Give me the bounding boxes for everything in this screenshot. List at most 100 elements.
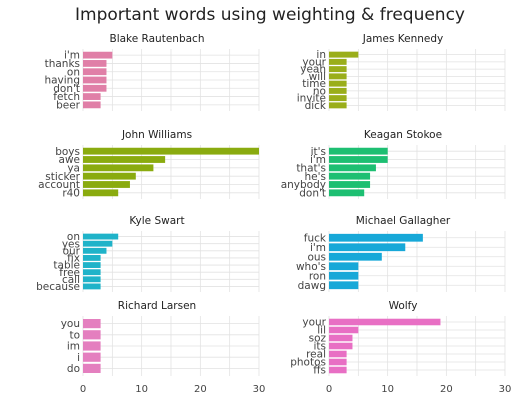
bar-john-williams-sticker bbox=[83, 172, 136, 180]
panel-title: Richard Larsen bbox=[118, 300, 196, 312]
bar-kyle-swart-our bbox=[83, 247, 107, 254]
bar-michael-gallagher-who-s bbox=[329, 262, 359, 271]
bar-james-kennedy-in bbox=[329, 51, 359, 58]
bar-blake-rautenbach-beer bbox=[83, 101, 101, 109]
category-label: ron bbox=[309, 270, 326, 282]
bar-james-kennedy-no bbox=[329, 87, 347, 94]
panel-keagan-stokoe: Keagan Stokoe it'si'mthat'she'sanybodydon… bbox=[281, 129, 506, 199]
category-label: account bbox=[38, 179, 80, 191]
x-tick-label: 20 bbox=[194, 384, 207, 395]
category-label: fix bbox=[67, 253, 80, 265]
bar-kyle-swart-call bbox=[83, 276, 101, 283]
category-label: ffs bbox=[313, 365, 326, 377]
bar-john-williams-account bbox=[83, 181, 130, 188]
category-label: r40 bbox=[62, 187, 80, 199]
bar-michael-gallagher-dawg bbox=[329, 281, 359, 290]
bar-richard-larsen-do bbox=[83, 363, 101, 373]
category-label: don't bbox=[299, 187, 326, 199]
facet-panels: Blake Rautenbachi'mthanksonhavingdon'tfe… bbox=[36, 33, 511, 395]
bar-keagan-stokoe-don-t bbox=[329, 189, 365, 197]
bar-keagan-stokoe-anybody bbox=[329, 181, 371, 188]
bar-keagan-stokoe-i-m bbox=[329, 156, 388, 163]
bar-wolfy-real bbox=[329, 350, 347, 358]
category-label: table bbox=[53, 260, 80, 272]
bar-blake-rautenbach-i-m bbox=[83, 51, 113, 59]
category-label: your bbox=[302, 56, 326, 68]
category-label: free bbox=[59, 267, 80, 279]
bar-james-kennedy-dick bbox=[329, 102, 347, 109]
bar-michael-gallagher-ron bbox=[329, 271, 359, 280]
category-label: your bbox=[302, 317, 326, 329]
bar-michael-gallagher-fuck bbox=[329, 233, 423, 242]
category-label: its bbox=[313, 341, 326, 353]
category-label: photos bbox=[290, 357, 326, 369]
category-label: time bbox=[302, 78, 326, 90]
category-label: dawg bbox=[298, 280, 326, 292]
panel-title: Blake Rautenbach bbox=[110, 33, 205, 45]
category-label: fetch bbox=[53, 91, 80, 103]
category-label: anybody bbox=[281, 179, 326, 191]
category-label: sticker bbox=[45, 171, 80, 183]
panel-title: Kyle Swart bbox=[129, 215, 184, 227]
bar-john-williams-ya bbox=[83, 164, 154, 172]
panel-title: Keagan Stokoe bbox=[364, 129, 442, 141]
category-label: awe bbox=[59, 154, 80, 166]
category-label: i'm bbox=[310, 154, 326, 166]
category-label: do bbox=[67, 363, 80, 375]
category-label: to bbox=[69, 329, 80, 341]
category-label: beer bbox=[56, 99, 81, 111]
bar-john-williams-awe bbox=[83, 156, 166, 163]
category-label: call bbox=[62, 274, 80, 286]
bar-james-kennedy-time bbox=[329, 80, 347, 87]
bar-michael-gallagher-i-m bbox=[329, 243, 406, 252]
category-label: you bbox=[61, 318, 80, 330]
bar-wolfy-its bbox=[329, 342, 353, 350]
bar-keagan-stokoe-he-s bbox=[329, 172, 371, 180]
x-tick-label: 30 bbox=[499, 384, 512, 395]
category-label: will bbox=[309, 71, 326, 83]
bar-kyle-swart-yes bbox=[83, 240, 113, 247]
category-label: real bbox=[306, 349, 326, 361]
bar-wolfy-your bbox=[329, 318, 441, 326]
panel-title: Michael Gallagher bbox=[356, 215, 451, 227]
category-label: yeah bbox=[300, 64, 326, 76]
category-label: in bbox=[316, 49, 326, 61]
x-tick-label: 10 bbox=[381, 384, 394, 395]
category-label: no bbox=[313, 85, 326, 97]
bar-blake-rautenbach-having bbox=[83, 76, 107, 84]
bar-richard-larsen-im bbox=[83, 341, 101, 351]
category-label: i'm bbox=[64, 50, 80, 62]
panel-title: John Williams bbox=[121, 129, 192, 141]
bar-keagan-stokoe-that-s bbox=[329, 164, 376, 172]
x-tick-label: 30 bbox=[253, 384, 266, 395]
bar-john-williams-boys bbox=[83, 147, 259, 155]
x-tick-label: 10 bbox=[135, 384, 148, 395]
category-label: don't bbox=[53, 83, 80, 95]
category-label: because bbox=[36, 281, 80, 293]
bar-kyle-swart-fix bbox=[83, 255, 101, 261]
bar-richard-larsen-you bbox=[83, 319, 101, 329]
panel-kyle-swart: Kyle Swart onyesourfixtablefreecallbecaus… bbox=[36, 215, 260, 293]
category-label: on bbox=[67, 66, 80, 78]
category-label: dick bbox=[305, 100, 327, 112]
category-label: on bbox=[67, 231, 80, 243]
bar-kyle-swart-free bbox=[83, 269, 101, 276]
bar-michael-gallagher-ous bbox=[329, 252, 382, 261]
category-label: that's bbox=[296, 162, 326, 174]
bar-kyle-swart-because bbox=[83, 283, 101, 290]
category-label: it's bbox=[311, 146, 326, 158]
chart-title: Important words using weighting & freque… bbox=[75, 5, 465, 25]
x-tick-label: 20 bbox=[440, 384, 453, 395]
bar-john-williams-r40 bbox=[83, 189, 119, 197]
category-label: fuck bbox=[304, 232, 327, 244]
x-tick-label: 0 bbox=[80, 384, 86, 395]
bar-james-kennedy-yeah bbox=[329, 66, 347, 73]
category-label: i bbox=[77, 352, 80, 364]
category-label: ya bbox=[67, 162, 80, 174]
bar-james-kennedy-invite bbox=[329, 95, 347, 102]
bar-blake-rautenbach-on bbox=[83, 68, 107, 76]
category-label: im bbox=[67, 341, 80, 353]
